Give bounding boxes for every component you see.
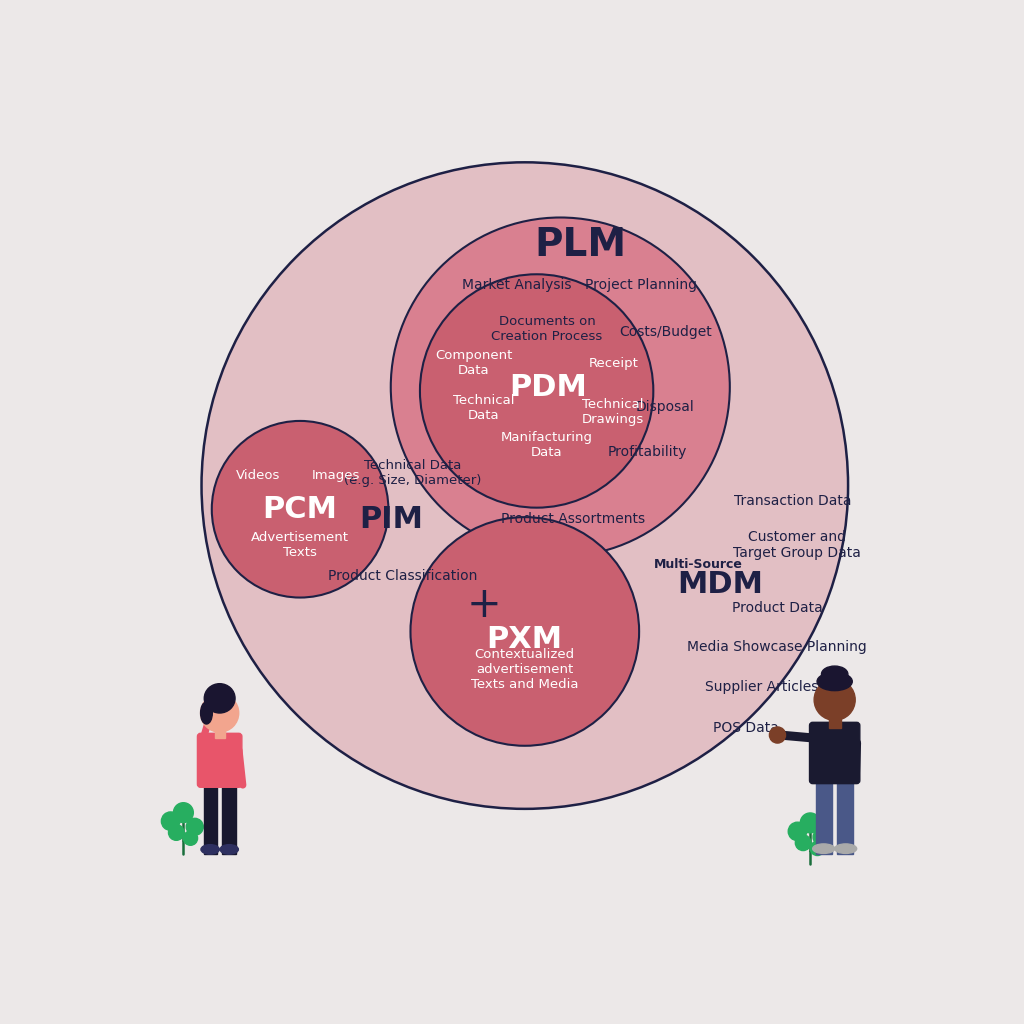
Circle shape (810, 842, 824, 855)
Text: Market Analysis: Market Analysis (462, 278, 571, 292)
Text: +: + (466, 585, 501, 627)
Text: Receipt: Receipt (589, 357, 639, 370)
Circle shape (203, 711, 217, 725)
Text: Manifacturing
Data: Manifacturing Data (501, 430, 593, 459)
Circle shape (186, 818, 203, 836)
Circle shape (183, 831, 198, 845)
Text: Project Planning: Project Planning (586, 278, 697, 292)
FancyArrowPatch shape (855, 743, 856, 777)
Text: Costs/Budget: Costs/Budget (618, 325, 712, 339)
Bar (222, 780, 236, 854)
Text: Media Showcase Planning: Media Showcase Planning (687, 640, 867, 654)
Ellipse shape (201, 702, 212, 724)
Text: Supplier Articles: Supplier Articles (705, 680, 818, 693)
Text: Disposal: Disposal (636, 399, 694, 414)
Circle shape (162, 812, 180, 830)
FancyArrowPatch shape (239, 751, 243, 785)
Text: POS Data: POS Data (713, 721, 778, 734)
Text: Images: Images (311, 469, 359, 482)
Circle shape (201, 694, 239, 732)
Text: MDM: MDM (677, 569, 763, 599)
Ellipse shape (201, 845, 219, 854)
Circle shape (796, 835, 811, 851)
Circle shape (813, 828, 830, 846)
Circle shape (801, 813, 820, 833)
Text: Videos: Videos (237, 469, 281, 482)
Circle shape (411, 517, 639, 745)
Bar (828, 712, 841, 728)
Circle shape (391, 217, 730, 557)
Text: Transaction Data: Transaction Data (734, 495, 852, 508)
Text: Product Classification: Product Classification (328, 569, 477, 584)
Bar (816, 777, 833, 854)
Circle shape (169, 824, 184, 841)
Text: Product Data: Product Data (732, 601, 822, 614)
Ellipse shape (813, 844, 835, 853)
Ellipse shape (817, 673, 852, 690)
Bar (837, 777, 853, 854)
Circle shape (173, 803, 194, 822)
Ellipse shape (821, 666, 848, 682)
Text: PCM: PCM (262, 495, 338, 523)
Bar (214, 725, 225, 738)
Text: PXM: PXM (486, 625, 563, 654)
Bar (204, 780, 217, 854)
FancyBboxPatch shape (810, 722, 860, 783)
Circle shape (788, 822, 807, 841)
Text: Technical
Data: Technical Data (453, 394, 514, 422)
Text: Technical
Drawings: Technical Drawings (582, 398, 644, 426)
Text: PLM: PLM (534, 226, 626, 264)
Text: Documents on
Creation Process: Documents on Creation Process (492, 315, 602, 343)
Circle shape (814, 679, 855, 720)
Text: Profitability: Profitability (607, 444, 687, 459)
Text: Technical Data
(e.g. Size, Diameter): Technical Data (e.g. Size, Diameter) (344, 459, 481, 487)
Text: PIM: PIM (358, 505, 423, 534)
Circle shape (420, 274, 653, 508)
FancyBboxPatch shape (198, 733, 242, 787)
Ellipse shape (220, 845, 239, 854)
Circle shape (212, 421, 388, 598)
Circle shape (202, 162, 848, 809)
Text: Product Assortments: Product Assortments (501, 512, 645, 525)
Text: Advertisement
Texts: Advertisement Texts (251, 530, 349, 559)
Text: Contextualized
advertisement
Texts and Media: Contextualized advertisement Texts and M… (471, 648, 579, 691)
Text: Customer and
Target Group Data: Customer and Target Group Data (733, 529, 861, 560)
Ellipse shape (835, 844, 857, 853)
FancyArrowPatch shape (782, 735, 810, 737)
Circle shape (769, 727, 785, 743)
Text: PDM: PDM (510, 373, 588, 401)
Ellipse shape (204, 684, 236, 713)
Text: Multi-Source: Multi-Source (654, 558, 742, 570)
Text: Component
Data: Component Data (435, 349, 512, 378)
FancyArrowPatch shape (202, 723, 208, 744)
